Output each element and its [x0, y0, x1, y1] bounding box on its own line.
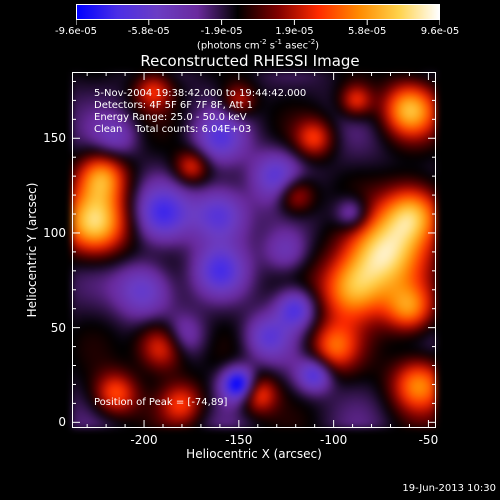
plot-border [72, 72, 436, 428]
y-tick-label: 50 [50, 320, 66, 335]
y-tick-label: 0 [58, 415, 66, 430]
x-tick-label: -150 [225, 433, 253, 447]
x-tick-label: -100 [320, 433, 348, 447]
colorbar-tick-label: -5.8e-05 [127, 26, 170, 37]
annotation-time-range: 5-Nov-2004 19:38:42.000 to 19:44:42.000 [94, 88, 307, 99]
colorbar-tick-label: -9.6e-05 [55, 26, 97, 37]
annotation-detectors: Detectors: 4F 5F 6F 7F 8F, Att 1 [94, 100, 254, 111]
x-tick-label: -200 [130, 433, 158, 447]
colorbar-tick-label: 5.8e-05 [347, 26, 387, 37]
x-tick-label: -50 [418, 433, 439, 447]
annotation-clean-total-counts: Clean Total counts: 6.04E+03 [94, 124, 252, 135]
y-tick-label: 100 [43, 225, 66, 240]
y-axis-title: Heliocentric Y (arcsec) [25, 182, 39, 318]
colorbar-tick-label: -1.9e-05 [200, 26, 243, 37]
annotation-peak-position: Position of Peak = [-74,89] [94, 397, 228, 408]
colorbar [76, 4, 440, 20]
y-tick-label: 150 [43, 131, 66, 146]
timestamp: 19-Jun-2013 10:30 [402, 483, 496, 494]
plot-title: Reconstructed RHESSI Image [140, 52, 360, 70]
x-axis-title: Heliocentric X (arcsec) [186, 447, 322, 461]
heatmap-image [72, 72, 436, 428]
colorbar-tick-label: 9.6e-05 [420, 26, 460, 37]
annotation-energy-range: Energy Range: 25.0 - 50.0 keV [94, 112, 247, 123]
colorbar-ticks [76, 20, 440, 25]
colorbar-tick-label: 1.9e-05 [275, 26, 314, 37]
colorbar-units-label: (photons cm-2 s-1 asec-2) [196, 38, 320, 52]
